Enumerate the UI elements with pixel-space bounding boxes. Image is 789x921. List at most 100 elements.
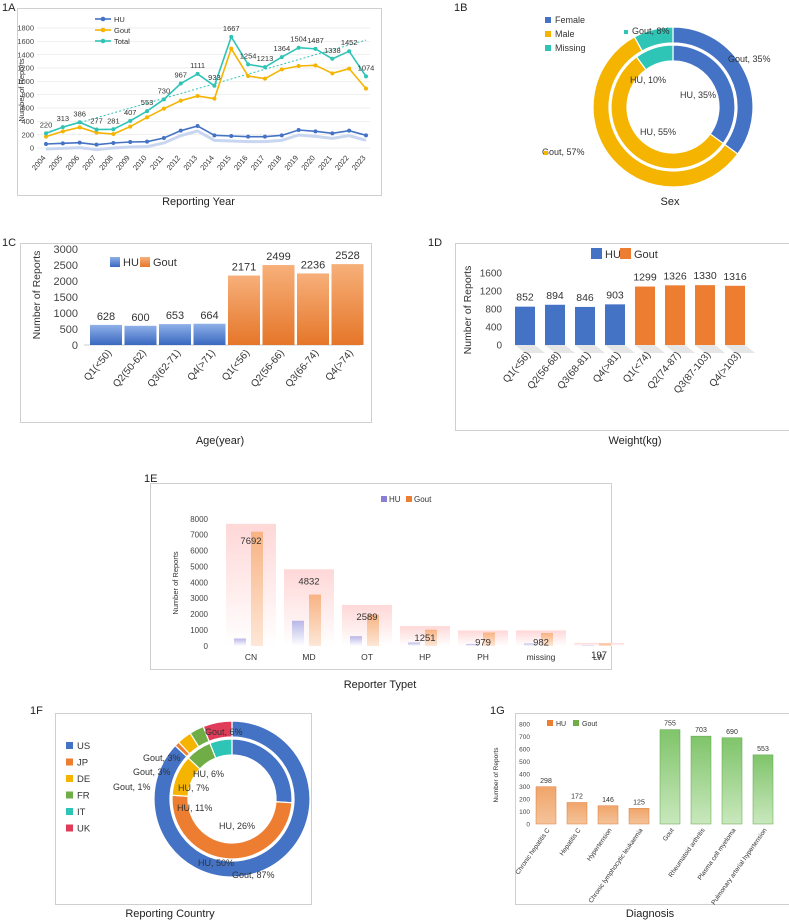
data-label: 664 <box>200 310 218 322</box>
data-point <box>296 128 301 132</box>
data-point <box>229 134 234 138</box>
slice-label: HU, 55% <box>640 127 676 137</box>
legend-swatch <box>545 17 551 23</box>
data-label: 146 <box>602 797 614 804</box>
y-tick-label: 0 <box>204 642 209 651</box>
bar <box>124 325 157 345</box>
y-tick-label: 2000 <box>54 276 78 288</box>
y-tick-label: 200 <box>519 796 530 803</box>
data-label: 1213 <box>257 54 274 63</box>
y-tick-label: 300 <box>519 784 530 791</box>
panel-1d: 1D 0 400 800 1200 1600 Number of Reports 852 Q1… <box>415 235 789 450</box>
y-tick-label: 0 <box>496 341 502 352</box>
data-label: 755 <box>664 721 676 728</box>
data-point <box>128 118 133 123</box>
slice-label: Gout, 3% <box>133 767 171 777</box>
bar-hu <box>524 643 536 646</box>
x-axis-caption: Reporter Typet <box>343 679 417 691</box>
data-label: 1452 <box>341 38 358 47</box>
bar-shadow <box>635 345 665 353</box>
x-tick-label: 2006 <box>64 154 82 173</box>
donut-segment-uk <box>202 720 233 743</box>
y-axis-title: Number of Reports <box>462 266 474 355</box>
bar <box>690 735 712 825</box>
legend-marker <box>100 38 106 44</box>
donut-segment-missing <box>633 26 674 52</box>
x-tick-label: 2013 <box>181 154 199 173</box>
data-label: 690 <box>726 729 738 736</box>
data-label: 1254 <box>240 51 257 60</box>
bar <box>635 286 655 345</box>
legend-label: HU <box>556 721 566 728</box>
panel-1g: 1G 0 100 200 300 400 500 600 700 800 Number of Re… <box>470 705 789 921</box>
data-point <box>77 120 82 125</box>
data-label: 1251 <box>414 633 435 644</box>
data-point <box>313 63 318 68</box>
data-point <box>347 66 352 71</box>
bar-gout <box>541 632 553 646</box>
data-point <box>330 56 335 61</box>
data-point <box>212 83 217 88</box>
data-point <box>262 76 267 81</box>
legend-swatch <box>66 742 73 749</box>
bar <box>721 737 743 825</box>
x-tick-label: Hypertension <box>586 827 614 863</box>
x-tick-label: Q2(56-66) <box>249 348 287 390</box>
data-point <box>161 97 166 102</box>
donut-segment-jp <box>171 794 293 860</box>
data-label: 653 <box>166 310 184 322</box>
legend-label: Gout <box>114 26 131 35</box>
bar <box>659 729 681 825</box>
x-tick-label: 2011 <box>148 154 165 172</box>
legend-swatch <box>545 45 551 51</box>
x-tick-label: 2015 <box>215 154 233 173</box>
x-tick-label: Q3(62-71) <box>146 348 184 390</box>
slice-label: Gout, 35% <box>728 54 771 64</box>
chart-frame <box>17 8 382 196</box>
slice-label: HU, 10% <box>630 75 666 85</box>
bar <box>535 786 557 825</box>
data-point <box>279 67 284 72</box>
data-point <box>44 131 48 136</box>
data-point <box>313 129 318 134</box>
panel-label: 1A <box>2 2 16 14</box>
donut-chart-1f: US JP DE FR IT UK Gout, 87% Gout, 1% Gout, 3% Gou… <box>66 720 311 880</box>
y-tick-label: 0 <box>30 144 34 153</box>
data-label: 298 <box>540 778 552 785</box>
y-tick-label: 8000 <box>190 515 208 524</box>
label-marker <box>624 30 628 34</box>
legend-label: Gout <box>414 495 432 504</box>
y-tick-label: 400 <box>519 771 530 778</box>
legend-label: Female <box>555 15 585 25</box>
data-label: 628 <box>97 311 115 323</box>
x-tick-label: Q1(<56) <box>220 348 252 383</box>
x-tick-label: 2022 <box>333 154 351 173</box>
legend-marker <box>100 27 106 33</box>
data-label: 553 <box>757 746 769 753</box>
data-label: 1667 <box>223 24 240 33</box>
bar <box>515 306 535 345</box>
bar-chart-1c: 0 500 1000 1500 2000 2500 3000 Number of Report… <box>31 244 364 390</box>
bar-shadow <box>665 345 695 353</box>
bar <box>695 285 715 345</box>
data-point <box>195 124 200 128</box>
bar-hu <box>408 642 420 646</box>
data-label: 703 <box>695 727 707 734</box>
legend-label: HU <box>123 257 139 269</box>
data-label: 730 <box>158 86 171 95</box>
data-point <box>128 140 133 144</box>
x-tick-label: LW <box>593 652 605 662</box>
y-tick-label: 3000 <box>54 244 78 256</box>
slice-label: HU, 11% <box>177 803 212 813</box>
data-label: 979 <box>475 637 491 648</box>
bar-hu <box>466 643 478 646</box>
data-point <box>262 134 267 139</box>
legend-swatch <box>591 248 602 259</box>
bar <box>297 273 329 345</box>
slice-label: Gout, 1% <box>113 782 151 792</box>
panel-label: 1G <box>490 705 505 717</box>
legend-swatch <box>66 808 73 815</box>
x-axis-caption: Weight(kg) <box>608 435 662 447</box>
legend-label: HU <box>389 495 401 504</box>
x-tick-label: Hepatitis C <box>559 827 583 857</box>
